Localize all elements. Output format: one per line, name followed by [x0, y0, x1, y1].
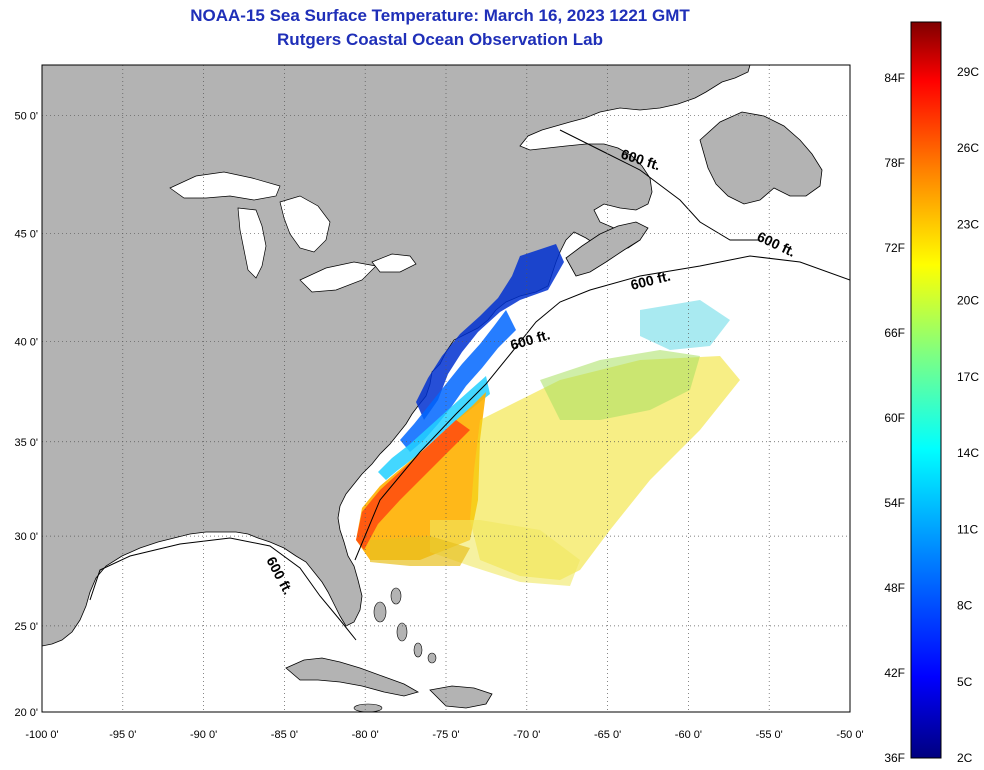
colorbar-c-label: 14C — [957, 446, 979, 460]
lon-tick-label: -55 0' — [756, 729, 783, 741]
north-america-land — [42, 65, 751, 647]
colorbar-c-label: 8C — [957, 599, 973, 613]
colorbar-f-label: 48F — [884, 581, 905, 595]
bahamas-land — [373, 587, 437, 664]
lon-tick-label: -50 0' — [836, 729, 863, 741]
colorbar-c-label: 2C — [957, 751, 973, 765]
colorbar-c-label: 17C — [957, 370, 979, 384]
colorbar-f-label: 60F — [884, 411, 905, 425]
newfoundland-land — [699, 111, 823, 205]
colorbar-c-label: 5C — [957, 675, 973, 689]
colorbar-c-label: 23C — [957, 217, 979, 231]
nova-scotia-land — [565, 221, 649, 277]
hispaniola-land — [429, 685, 493, 709]
map-frame — [41, 64, 851, 713]
lon-tick-label: -70 0' — [513, 729, 540, 741]
lat-tick-label: 35 0' — [14, 437, 38, 449]
colorbar — [910, 21, 942, 759]
colorbar-f-label: 42F — [884, 666, 905, 680]
lon-tick-label: -85 0' — [271, 729, 298, 741]
colorbar-f-label: 36F — [884, 751, 905, 765]
great-lakes — [169, 171, 417, 293]
jamaica-land — [353, 703, 383, 712]
lat-tick-label: 20 0' — [14, 707, 38, 719]
lon-tick-label: -65 0' — [594, 729, 621, 741]
lat-tick-label: 40 0' — [14, 336, 38, 348]
colorbar-f-label: 72F — [884, 241, 905, 255]
lat-tick-label: 25 0' — [14, 621, 38, 633]
lon-tick-label: -100 0' — [25, 729, 58, 741]
colorbar-fahrenheit-labels: 84F 78F 72F 66F 60F 54F 48F 42F 36F — [884, 71, 905, 765]
map-title: NOAA-15 Sea Surface Temperature: March 1… — [190, 6, 690, 25]
lon-tick-label: -95 0' — [109, 729, 136, 741]
graticule — [42, 65, 850, 712]
colorbar-c-label: 11C — [957, 522, 978, 536]
colorbar-c-label: 26C — [957, 141, 979, 155]
colorbar-f-label: 78F — [884, 156, 905, 170]
lon-tick-label: -90 0' — [190, 729, 217, 741]
colorbar-c-label: 29C — [957, 65, 979, 79]
lon-tick-label: -60 0' — [675, 729, 702, 741]
colorbar-f-label: 84F — [884, 71, 905, 85]
colorbar-f-label: 66F — [884, 326, 905, 340]
colorbar-c-label: 20C — [957, 294, 979, 308]
lon-tick-label: -75 0' — [432, 729, 459, 741]
cuba-land — [285, 657, 420, 697]
colorbar-celsius-labels: 29C 26C 23C 20C 17C 14C 11C 8C 5C 2C — [957, 65, 979, 765]
colorbar-f-label: 54F — [884, 496, 905, 510]
lat-tick-label: 45 0' — [14, 228, 38, 240]
sst-field — [356, 244, 740, 586]
lon-tick-label: -80 0' — [352, 729, 379, 741]
lat-tick-label: 50 0' — [14, 111, 38, 123]
map-subtitle: Rutgers Coastal Ocean Observation Lab — [277, 30, 603, 49]
isobath-600ft — [89, 129, 850, 641]
lat-tick-label: 30 0' — [14, 531, 38, 543]
axis-ticks: -100 0' -95 0' -90 0' -85 0' -80 0' -75 0' -70… — [14, 111, 863, 741]
